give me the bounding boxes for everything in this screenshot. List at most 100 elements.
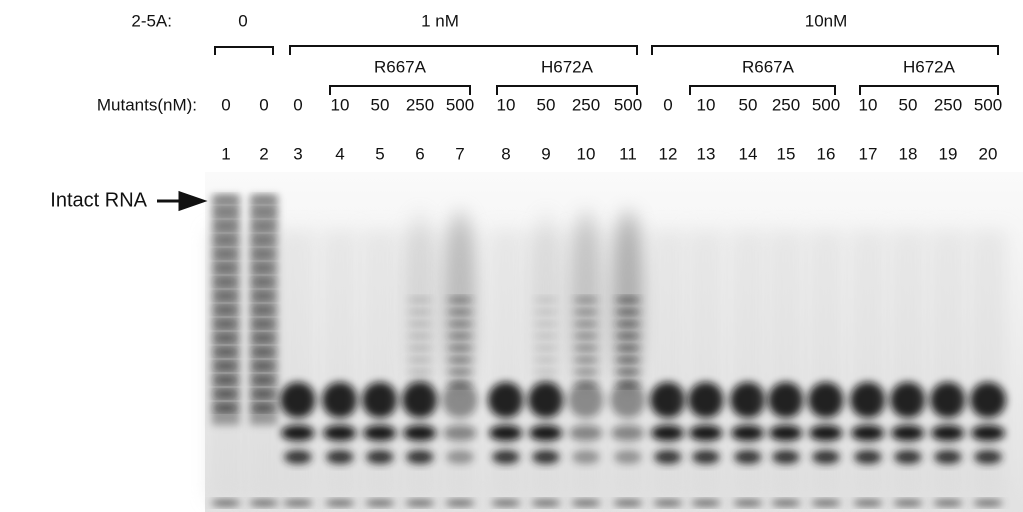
band [930,382,966,418]
band [445,500,475,506]
band [809,425,843,441]
concentration: 50 [371,95,390,114]
band [689,425,723,441]
band [251,307,277,313]
band [447,357,473,363]
concentration: 250 [772,95,800,114]
concentration: 500 [614,95,642,114]
band [733,500,763,506]
band [213,237,239,243]
mutant-label: H672A [903,57,956,76]
concentration: 50 [537,95,556,114]
lane-number: 4 [335,144,344,163]
band [447,321,473,327]
band [533,321,559,327]
group-label: 1 nM [421,11,459,30]
band [280,382,316,418]
band [532,450,560,464]
band [405,500,435,506]
band [611,425,645,441]
band [213,335,239,341]
band [894,450,922,464]
lane [402,210,438,506]
band [573,321,599,327]
band [771,500,801,506]
band [769,425,803,441]
concentration: 10 [331,95,350,114]
band [573,357,599,363]
band [971,425,1005,441]
band [326,450,354,464]
band [249,500,279,506]
band [734,450,762,464]
group-label: 0 [238,11,247,30]
band [571,500,601,506]
band [893,500,923,506]
band [407,369,433,375]
band [614,450,642,464]
band [491,500,521,506]
band [615,333,641,339]
concentration: 10 [497,95,516,114]
lane [322,230,358,506]
band [488,382,524,418]
band [213,195,239,201]
band [211,500,241,506]
lane [442,210,478,506]
band [974,450,1002,464]
band [407,357,433,363]
band [731,425,765,441]
band [730,382,766,418]
lane-number: 13 [697,144,716,163]
band [850,382,886,418]
band [528,382,564,418]
gel-lanes [208,195,1006,506]
band [650,382,686,418]
concentration: 250 [406,95,434,114]
band [573,369,599,375]
band [213,349,239,355]
band [653,500,683,506]
band [251,279,277,285]
band [808,382,844,418]
lane-number: 8 [501,144,510,163]
concentration: 500 [812,95,840,114]
band [447,369,473,375]
band [362,382,398,418]
band [854,450,882,464]
lane-number: 9 [541,144,550,163]
concentration: 10 [697,95,716,114]
lane-number: 5 [375,144,384,163]
concentration: 500 [974,95,1002,114]
lane [768,230,804,506]
concentration-label: Mutants(nM): [97,95,197,114]
band [615,369,641,375]
concentration: 10 [859,95,878,114]
band [213,251,239,257]
lane-number: 15 [777,144,796,163]
band [442,382,478,418]
lane [650,230,686,506]
band [402,382,438,418]
band [251,363,277,369]
band [403,425,437,441]
bracket [289,45,638,55]
band [447,345,473,351]
band [812,450,840,464]
band [251,265,277,271]
lane-number: 2 [259,144,268,163]
band [213,391,239,397]
lane [208,195,244,506]
band [323,425,357,441]
band [568,382,604,418]
band [213,223,239,229]
band [573,333,599,339]
band [970,382,1006,418]
band [363,425,397,441]
band [366,450,394,464]
band [615,321,641,327]
band [533,309,559,315]
band [281,425,315,441]
lane [850,230,886,506]
